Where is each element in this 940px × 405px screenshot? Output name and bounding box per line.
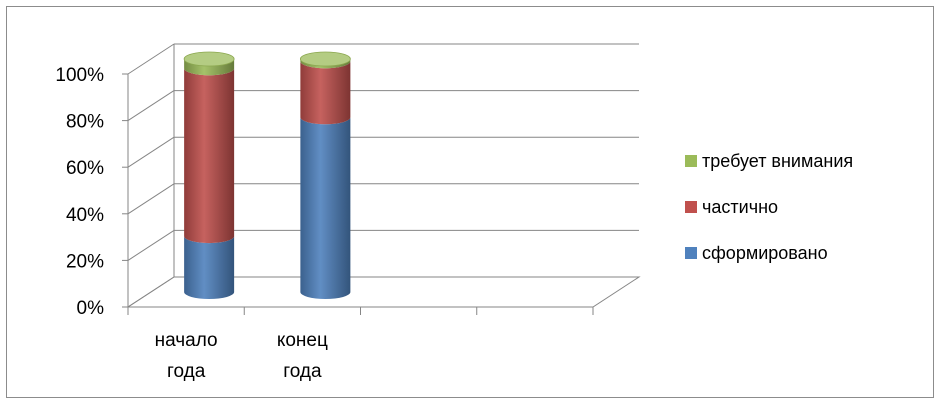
gridline-side [127,183,175,215]
gridline-side [127,136,175,168]
bar-segment-требует-внимания [184,59,235,76]
y-tick-label: 20% [66,251,104,272]
legend-label: частично [702,197,778,217]
legend: требует внимания частично сформировано [685,151,853,263]
legend-label: сформировано [702,243,828,263]
gridline-side [127,43,175,75]
legend-swatch [685,201,697,213]
bar-layer [183,51,351,299]
bar-top-cap [299,51,351,67]
chart-frame [6,6,934,398]
y-tick-label: 80% [66,112,104,133]
legend-swatch [685,247,697,259]
y-tick-label: 40% [66,205,104,226]
bar-segment-сформировано [184,236,235,299]
bar-segment-требует-внимания [300,59,351,69]
x-tick-label: года [283,361,322,382]
gridline-side [127,90,175,122]
x-tick-label: года [167,361,206,382]
bar-top-cap [183,51,235,67]
y-tick-label: 100% [55,65,104,86]
bar-segment-частично [184,68,235,244]
x-tick-label: конец [277,330,328,351]
grid-layer [122,43,641,315]
legend-label: требует внимания [702,151,853,171]
y-tick-label: 0% [77,298,105,319]
bar-segment-частично [300,61,351,125]
x-tick-label: начало [155,330,218,351]
floor [126,276,641,308]
gridline-side [127,229,175,261]
y-tick-label: 60% [66,158,104,179]
bar-segment-сформировано [300,117,351,299]
legend-swatch [685,155,697,167]
label-layer: 0% 20% 40% 60% 80% 100% начало года конец года [55,65,328,382]
